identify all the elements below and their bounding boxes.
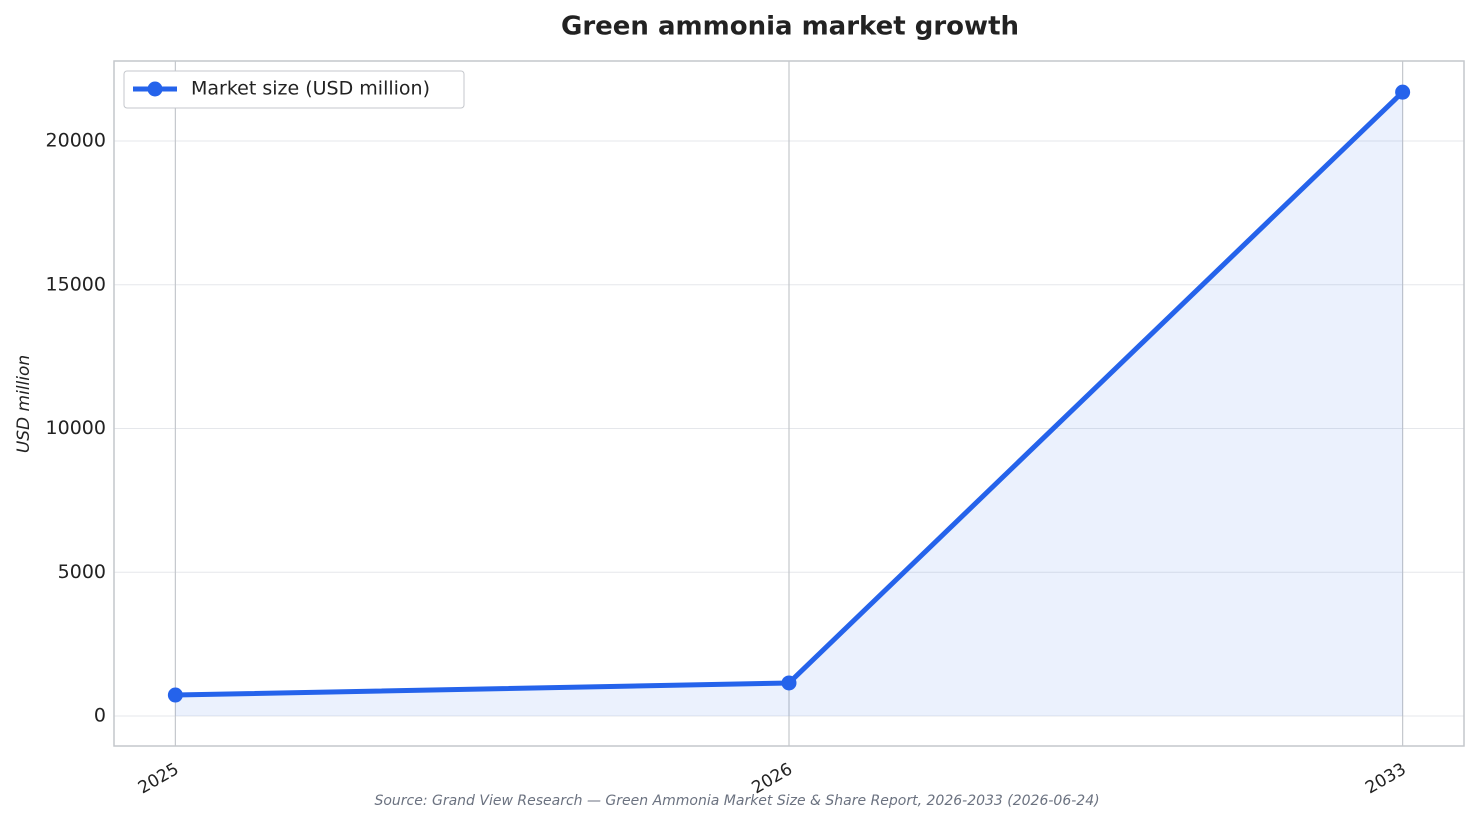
legend-box bbox=[123, 70, 465, 109]
marker bbox=[1395, 84, 1411, 100]
y-tick-label: 10000 bbox=[46, 417, 106, 439]
y-tick-label: 15000 bbox=[46, 273, 106, 295]
y-tick-label: 20000 bbox=[46, 130, 106, 152]
marker bbox=[781, 675, 797, 691]
legend-marker bbox=[147, 81, 163, 97]
x-tick-label: 2025 bbox=[135, 759, 182, 798]
source-note: Source: Grand View Research — Green Ammo… bbox=[374, 793, 1099, 809]
y-axis-label: USD million bbox=[14, 355, 34, 453]
plot-frame bbox=[113, 60, 1465, 747]
y-tick-label: 0 bbox=[94, 705, 106, 727]
area bbox=[175, 92, 1403, 717]
legend: Market size (USD million) bbox=[123, 70, 465, 109]
chart-title: Green ammonia market growth bbox=[561, 12, 1019, 42]
marker bbox=[167, 687, 183, 703]
x-tick-label: 2033 bbox=[1362, 759, 1409, 798]
legend-label: Market size (USD million) bbox=[191, 78, 430, 100]
y-tick-label: 5000 bbox=[58, 561, 106, 583]
